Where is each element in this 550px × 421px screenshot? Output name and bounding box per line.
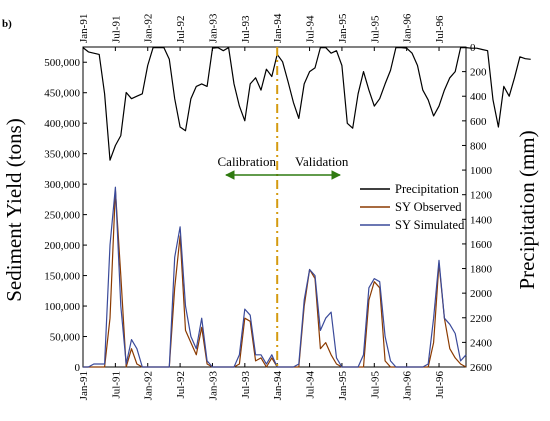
x-top-tick-label: Jul-94	[305, 15, 317, 43]
y-left-tick-label: 400,000	[44, 118, 80, 130]
plot-area: 0 50,000 100,000 150,000 200,000 250,000 300,0…	[44, 13, 531, 401]
y-right-tick-label: 200	[470, 67, 487, 79]
y-left-tick-label: 300,000	[44, 179, 80, 191]
y-left-tick-label: 500,000	[44, 57, 80, 69]
y-right-tick-label: 2000	[470, 288, 493, 300]
x-bottom-tick-label: Jul-94	[305, 371, 317, 399]
calibration-label: Calibration	[218, 154, 277, 169]
x-top-tick-label: Jul-91	[110, 16, 122, 44]
y-left-tick-label: 200,000	[44, 240, 80, 252]
x-bottom-tick-label: Jan-91	[78, 371, 90, 400]
x-top-tick-label: Jan-95	[337, 13, 349, 43]
x-top-tick-label: Jul-96	[434, 15, 446, 43]
series-line-sy-simulated	[83, 186, 467, 368]
x-bottom-tick-label: Jul-91	[110, 371, 122, 399]
plot-frame	[82, 46, 467, 368]
y-left-tick-label: 450,000	[44, 88, 80, 100]
panel-label: b)	[2, 18, 12, 30]
y-right-tick-label: 2200	[470, 313, 493, 325]
y-left-tick-label: 250,000	[44, 210, 80, 222]
y-left-tick-label: 100,000	[44, 301, 80, 313]
x-bottom-tick-label: Jul-93	[240, 371, 252, 399]
y-left-tick-label: 350,000	[44, 149, 80, 161]
legend-label-precipitation: Precipitation	[395, 182, 460, 196]
series-line-sy-observed	[83, 189, 467, 368]
y-right-tick-label: 1800	[470, 264, 493, 276]
x-bottom-tick-label: Jan-96	[402, 371, 414, 401]
x-bottom-tick-label: Jul-96	[434, 371, 446, 399]
x-bottom-tick-label: Jul-95	[369, 371, 381, 399]
y-axis-right-title: Precipitation (mm)	[515, 130, 539, 289]
x-bottom-tick-label: Jan-95	[337, 371, 349, 401]
y-right-tick-label: 1200	[470, 190, 493, 202]
x-top-tick-label: Jan-94	[272, 13, 284, 43]
y-axis-left-title: Sediment Yield (tons)	[2, 118, 26, 302]
y-right-tick-label: 800	[470, 140, 487, 152]
x-bottom-tick-label: Jul-92	[175, 371, 187, 399]
x-top-tick-label: Jul-95	[369, 15, 381, 43]
validation-label: Validation	[295, 154, 349, 169]
y-right-tick-label: 1400	[470, 214, 493, 226]
x-top-tick-label: Jan-92	[143, 14, 155, 43]
y-left-tick-label: 50,000	[50, 332, 81, 344]
y-right-tick-label: 1000	[470, 165, 493, 177]
y-left-tick-label: 150,000	[44, 271, 80, 283]
x-bottom-tick-label: Jan-93	[207, 371, 219, 401]
x-bottom-tick-label: Jan-92	[143, 371, 155, 400]
x-top-tick-label: Jul-93	[240, 15, 252, 43]
x-top-tick-label: Jan-93	[207, 13, 219, 43]
x-top-tick-label: Jul-92	[175, 16, 187, 44]
y-right-tick-label: 1600	[470, 239, 493, 251]
legend-label-sy-observed: SY Observed	[395, 200, 462, 214]
x-top-tick-label: Jan-96	[402, 13, 414, 43]
y-right-tick-label: 2400	[470, 337, 493, 349]
y-left-tick-label: 0	[75, 362, 81, 374]
y-right-tick-label: 600	[470, 116, 487, 128]
x-top-tick-label: Jan-91	[78, 14, 90, 43]
series-line-precipitation	[82, 46, 531, 161]
x-bottom-tick-label: Jan-94	[272, 371, 284, 401]
legend-label-sy-simulated: SY Simulated	[395, 218, 465, 232]
y-right-tick-label: 400	[470, 91, 487, 103]
y-right-tick-label: 2600	[470, 362, 493, 374]
